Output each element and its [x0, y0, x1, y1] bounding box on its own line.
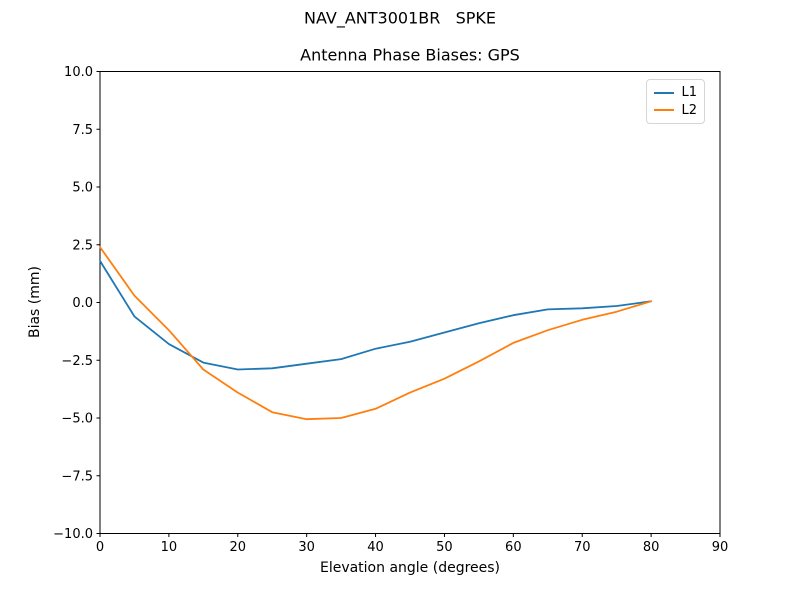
x-tick-label: 90: [712, 540, 729, 555]
x-tick-label: 30: [298, 540, 315, 555]
x-tick-label: 10: [161, 540, 178, 555]
legend-label-l1: L1: [681, 85, 697, 101]
series-line-l1: [99, 259, 652, 371]
y-tick-label: 10.0: [64, 65, 93, 80]
x-tick-label: 60: [505, 540, 522, 555]
y-tick-label: −2.5: [61, 354, 93, 369]
legend-line-sample-l1: [654, 91, 675, 94]
x-tick-label: 20: [230, 540, 247, 555]
legend-item-l1: L1: [654, 86, 697, 99]
legend-label-l2: L2: [681, 102, 697, 118]
y-tick-label: −10.0: [53, 527, 93, 542]
y-tick-label: −5.0: [61, 412, 93, 427]
chart-title: Antenna Phase Biases: GPS: [300, 45, 520, 65]
x-tick-label: 70: [574, 540, 591, 555]
x-tick-label: 50: [436, 540, 453, 555]
x-tick-label: 0: [96, 540, 104, 555]
legend-item-l2: L2: [654, 104, 697, 117]
y-tick-label: 2.5: [72, 238, 93, 253]
x-tick-label: 40: [367, 540, 384, 555]
axes-frame: [99, 71, 721, 534]
y-tick-label: 0.0: [72, 296, 93, 311]
y-tick-label: 5.0: [72, 181, 93, 196]
figure-suptitle: NAV_ANT3001BR SPKE: [304, 8, 496, 28]
legend: L1 L2: [646, 79, 705, 124]
legend-line-sample-l2: [654, 109, 675, 112]
y-tick-label: 7.5: [72, 123, 93, 138]
y-axis-label: Bias (mm): [27, 265, 43, 339]
x-axis-label: Elevation angle (degrees): [319, 560, 501, 576]
series-line-l2: [99, 246, 652, 421]
x-tick-label: 80: [643, 540, 660, 555]
y-tick-label: −7.5: [61, 469, 93, 484]
